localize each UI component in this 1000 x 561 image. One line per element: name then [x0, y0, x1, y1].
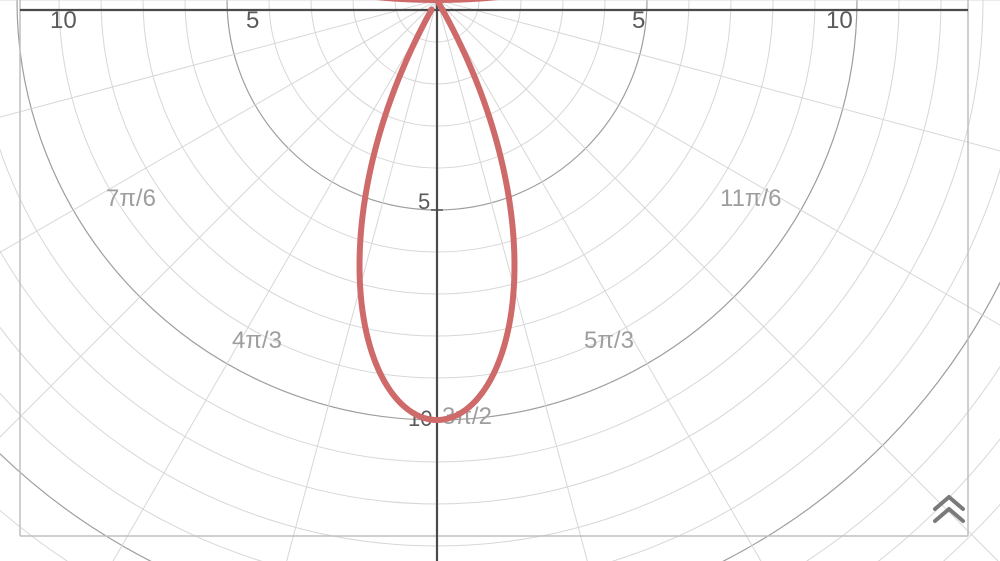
polar-chart-container: 1055105107π/611π/64π/35π/33π/2: [0, 0, 1000, 561]
angle-label: 5π/3: [584, 327, 634, 354]
chevron-double-up-icon: [926, 487, 972, 533]
angle-label: 11π/6: [720, 185, 782, 212]
tick-label: 5: [632, 7, 645, 34]
expand-button[interactable]: [926, 487, 972, 533]
angle-label: 4π/3: [232, 327, 282, 354]
tick-label: 10: [826, 7, 853, 34]
tick-label: 5: [246, 7, 259, 34]
tick-label: 10: [50, 7, 77, 34]
polar-chart-svg: 1055105107π/611π/64π/35π/33π/2: [0, 0, 1000, 561]
angle-label: 7π/6: [106, 185, 156, 212]
tick-label: 5: [418, 189, 430, 214]
